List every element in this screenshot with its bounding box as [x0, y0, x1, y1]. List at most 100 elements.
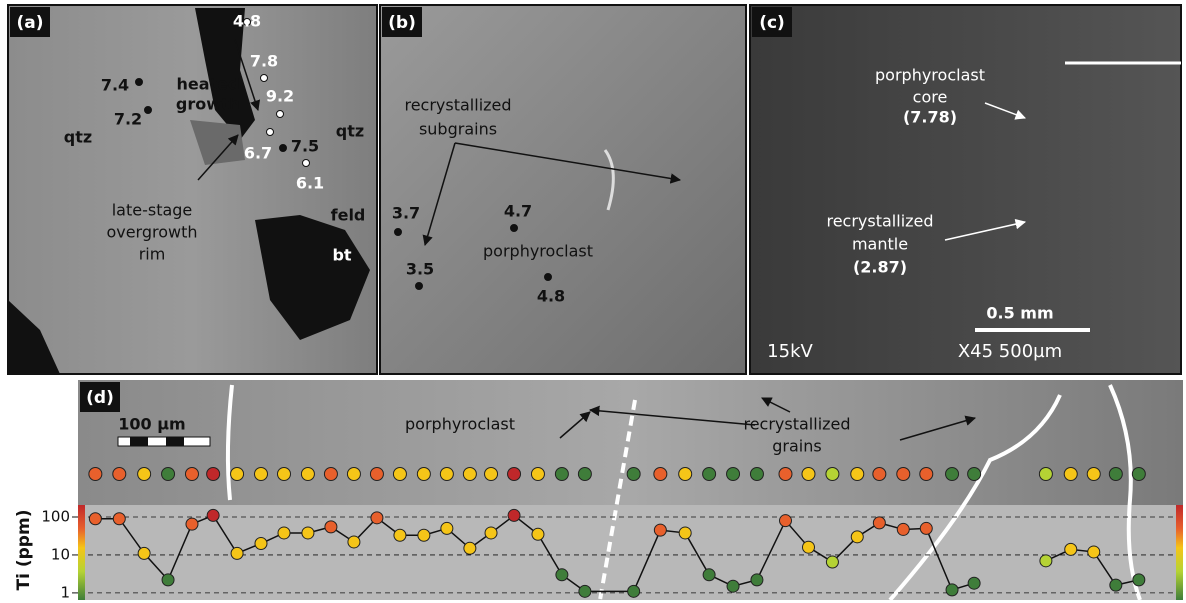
ti-point	[727, 580, 739, 592]
annotation: 6.1	[296, 174, 324, 193]
ti-point	[231, 547, 243, 559]
annotation: core	[913, 88, 948, 107]
annotation: 4.8	[537, 287, 565, 306]
ti-point	[255, 538, 267, 550]
ti-point	[162, 574, 174, 586]
ti-point	[897, 523, 909, 535]
annotation: porphyroclast	[405, 415, 515, 434]
ti-point	[532, 528, 544, 540]
sample-dot	[303, 160, 310, 167]
color-dot	[485, 468, 498, 481]
annotation: recrystallized	[743, 415, 850, 434]
annotation: 100 µm	[118, 415, 185, 434]
color-dot	[897, 468, 910, 481]
color-dot	[324, 468, 337, 481]
annotation: 7.5	[291, 137, 319, 156]
figure: (a)(b)(c)(d)4.87.89.26.77.56.17.47.2heat…	[0, 0, 1186, 603]
color-dot	[277, 468, 290, 481]
ti-point	[751, 574, 763, 586]
annotation: qtz	[64, 128, 92, 147]
color-dot	[946, 468, 959, 481]
ti-point	[851, 531, 863, 543]
color-dot	[1109, 468, 1122, 481]
annotation: (2.87)	[853, 258, 907, 277]
color-dot	[463, 468, 476, 481]
ti-point	[278, 527, 290, 539]
annotation: heated	[177, 75, 240, 94]
color-dot	[779, 468, 792, 481]
color-dot	[440, 468, 453, 481]
ti-point	[371, 512, 383, 524]
color-dot	[826, 468, 839, 481]
color-dot	[138, 468, 151, 481]
annotation: feld	[331, 206, 366, 225]
sample-dot	[395, 229, 402, 236]
color-dot	[679, 468, 692, 481]
color-dot	[750, 468, 763, 481]
color-dot	[162, 468, 175, 481]
ti-point	[1040, 555, 1052, 567]
color-dot	[417, 468, 430, 481]
color-dot	[89, 468, 102, 481]
annotation: recrystallized	[826, 212, 933, 231]
color-dot	[727, 468, 740, 481]
ti-point	[441, 522, 453, 534]
sample-dot	[261, 75, 268, 82]
ti-point	[464, 542, 476, 554]
annotation: mantle	[852, 235, 908, 254]
y-axis-label: Ti (ppm)	[14, 510, 34, 591]
annotation: 3.7	[392, 204, 420, 223]
ti-point	[873, 517, 885, 529]
annotation: growth	[176, 95, 240, 114]
annotation: late-stage	[112, 201, 193, 220]
annotation: subgrains	[419, 120, 497, 139]
panel-b-image	[380, 5, 746, 374]
color-dot	[627, 468, 640, 481]
color-dot	[1039, 468, 1052, 481]
annotation: 4.7	[504, 202, 532, 221]
annotation: 7.2	[114, 110, 142, 129]
annotation: 3.5	[406, 260, 434, 279]
annotation: overgrowth	[106, 223, 197, 242]
ti-point	[394, 529, 406, 541]
ti-point	[779, 515, 791, 527]
y-tick-label: 1	[60, 583, 70, 601]
sample-dot	[145, 107, 152, 114]
color-dot	[1132, 468, 1145, 481]
ti-point	[89, 513, 101, 525]
sample-dot	[280, 145, 287, 152]
annotation: 9.2	[266, 87, 294, 106]
ti-point	[968, 577, 980, 589]
annotation: porphyroclast	[483, 242, 593, 261]
color-dot	[873, 468, 886, 481]
ti-point	[703, 569, 715, 581]
ti-point	[207, 509, 219, 521]
color-dot	[185, 468, 198, 481]
color-dot	[920, 468, 933, 481]
annotation: rim	[139, 245, 166, 264]
color-dot	[393, 468, 406, 481]
color-dot	[703, 468, 716, 481]
color-dot	[654, 468, 667, 481]
color-dot	[555, 468, 568, 481]
ti-point	[485, 527, 497, 539]
ti-point	[1110, 579, 1122, 591]
color-dot	[231, 468, 244, 481]
ti-point	[579, 585, 591, 597]
y-tick-label: 10	[51, 545, 70, 563]
color-dot	[968, 468, 981, 481]
page: {"panels": { "a": {"label": "(a)", "heat…	[0, 0, 1186, 603]
ti-point	[920, 522, 932, 534]
panel-label: (b)	[388, 13, 416, 33]
annotation: 4.8	[233, 12, 261, 31]
color-dot	[370, 468, 383, 481]
ti-point	[138, 547, 150, 559]
color-dot	[1064, 468, 1077, 481]
ti-point	[679, 527, 691, 539]
ti-point	[1088, 546, 1100, 558]
color-dot	[254, 468, 267, 481]
annotation: 15kV	[767, 341, 813, 362]
color-dot	[1087, 468, 1100, 481]
ti-point	[802, 541, 814, 553]
annotation: 7.8	[250, 52, 278, 71]
